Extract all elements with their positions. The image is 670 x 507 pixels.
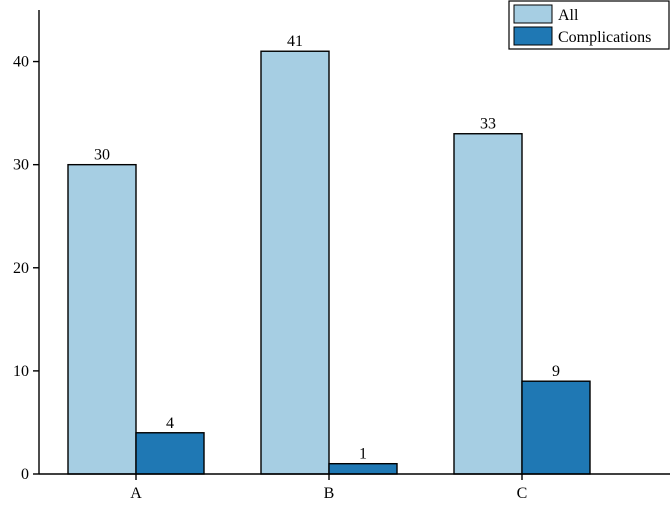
y-tick-label: 40	[13, 54, 29, 71]
bars-layer	[67, 50, 591, 475]
bar-complications-a	[135, 432, 205, 475]
x-tick-label: A	[130, 485, 142, 502]
y-tick-label: 30	[13, 157, 29, 174]
x-tick-label: B	[324, 485, 335, 502]
data-label-complications-b: 1	[359, 446, 367, 463]
legend: All Complications	[508, 0, 670, 50]
legend-swatch-all	[513, 4, 553, 24]
legend-swatch-complications	[513, 26, 553, 46]
bar-all-c	[453, 133, 523, 475]
axes: 0 10 20 30 40 A B C	[13, 10, 670, 502]
bar-all-b	[260, 50, 330, 475]
bar-all-a	[67, 163, 137, 475]
legend-label-complications: Complications	[558, 29, 651, 46]
data-labels-layer: 30 4 41 1 33 9	[94, 33, 560, 462]
data-label-complications-a: 4	[166, 415, 174, 432]
x-tick-label: C	[517, 485, 528, 502]
data-label-all-b: 41	[287, 33, 303, 50]
legend-label-all: All	[558, 7, 579, 24]
y-tick-label: 20	[13, 260, 29, 277]
y-tick-label: 0	[21, 466, 29, 483]
y-tick-label: 10	[13, 363, 29, 380]
bar-complications-b	[328, 462, 398, 475]
data-label-complications-c: 9	[552, 363, 560, 380]
data-label-all-a: 30	[94, 147, 110, 164]
data-label-all-c: 33	[480, 116, 496, 133]
bar-complications-c	[521, 380, 591, 475]
